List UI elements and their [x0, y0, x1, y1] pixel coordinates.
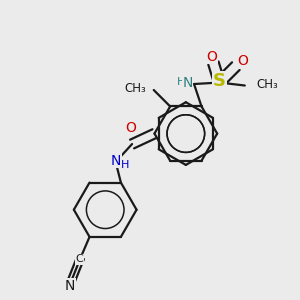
Text: CH₃: CH₃	[124, 82, 146, 95]
Text: C: C	[75, 254, 83, 264]
Text: O: O	[237, 54, 248, 68]
Text: CH₃: CH₃	[256, 78, 278, 92]
Text: O: O	[206, 50, 218, 64]
Text: H: H	[177, 76, 186, 87]
Text: H: H	[121, 160, 129, 170]
Text: O: O	[125, 121, 136, 135]
Text: S: S	[213, 72, 226, 90]
Text: N: N	[111, 154, 122, 168]
Text: N: N	[65, 278, 75, 292]
Text: N: N	[182, 76, 193, 90]
